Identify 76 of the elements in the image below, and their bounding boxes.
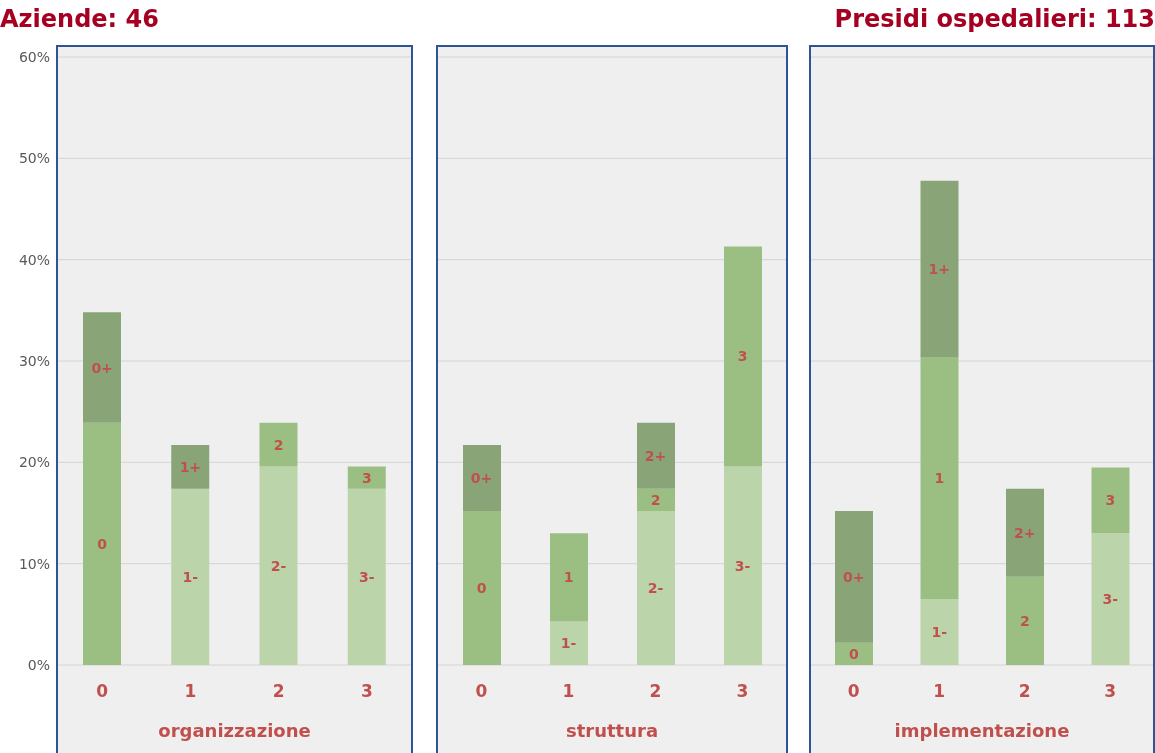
bar — [637, 422, 675, 489]
x-axis-title: implementazione — [894, 720, 1070, 741]
x-tick-label: 3 — [736, 681, 749, 702]
bar — [920, 599, 959, 665]
annotation: 3- — [734, 557, 751, 574]
y-tick-label: 0% — [27, 656, 50, 673]
annotation: 2- — [647, 579, 664, 596]
bar — [550, 621, 588, 665]
y-tick-label: 10% — [18, 555, 50, 572]
annotation: 1- — [560, 635, 577, 652]
y-tick-label: 40% — [18, 251, 50, 268]
x-tick-label: 3 — [360, 681, 373, 702]
x-tick-label: 0 — [847, 681, 860, 702]
annotation: 3 — [737, 348, 748, 365]
annotation: 0+ — [470, 470, 493, 487]
annotation: 2 — [273, 436, 284, 453]
x-tick-label: 2 — [649, 681, 662, 702]
annotation: 2 — [1019, 612, 1030, 629]
x-axis-title: struttura — [565, 720, 659, 741]
bar — [171, 445, 210, 489]
y-tick-label: 30% — [18, 352, 50, 369]
annotation: 1+ — [179, 458, 202, 475]
bar — [259, 466, 298, 665]
annotation: 0 — [848, 645, 859, 662]
annotation: 1- — [182, 568, 199, 585]
x-tick-label: 1 — [562, 681, 575, 702]
bar — [347, 488, 386, 665]
x-tick-label: 3 — [1104, 681, 1117, 702]
annotation: 2 — [650, 491, 661, 508]
x-tick-label: 2 — [272, 681, 285, 702]
x-axis-title: organizzazione — [158, 720, 311, 741]
bar — [550, 533, 588, 622]
bar — [920, 180, 959, 357]
x-tick-label: 1 — [184, 681, 197, 702]
y-tick-label: 50% — [18, 150, 50, 167]
bar — [463, 445, 501, 511]
bar — [463, 510, 501, 665]
x-tick-label: 0 — [475, 681, 488, 702]
bar — [83, 312, 121, 423]
bar — [1091, 467, 1130, 534]
annotation: 0+ — [91, 359, 113, 376]
annotation: 3- — [359, 568, 375, 585]
bar — [1006, 488, 1044, 577]
bar — [637, 488, 675, 511]
annotation: 0 — [476, 579, 487, 596]
x-tick-label: 0 — [96, 681, 109, 702]
chart-title: Aziende: 46 — [0, 5, 159, 33]
bar — [1091, 533, 1130, 665]
bar — [171, 488, 210, 665]
x-tick-label: 1 — [933, 681, 946, 702]
annotation: 0+ — [843, 568, 865, 585]
y-tick-label: 20% — [18, 454, 50, 471]
annotation: 2- — [270, 557, 287, 574]
annotation: 3- — [1102, 591, 1119, 608]
y-tick-label: 60% — [18, 48, 50, 65]
bar — [1006, 576, 1044, 665]
annotation: 1+ — [928, 260, 950, 277]
bar — [347, 466, 386, 489]
annotation: 0 — [97, 535, 108, 552]
annotation: 2+ — [1014, 524, 1036, 541]
annotation: 3 — [1105, 492, 1116, 509]
bar — [724, 466, 762, 665]
annotation: 3 — [362, 469, 372, 486]
chart-title: Presidi ospedalieri: 113 — [834, 5, 1155, 33]
annotation: 2+ — [644, 447, 667, 464]
bar — [835, 642, 873, 665]
bar — [724, 246, 762, 467]
annotation: 1 — [934, 470, 945, 487]
bar — [83, 422, 121, 665]
bar — [259, 422, 298, 467]
bar — [637, 510, 675, 665]
bar — [920, 356, 959, 600]
bar — [835, 510, 873, 643]
x-tick-label: 2 — [1018, 681, 1031, 702]
annotation: 1- — [931, 624, 948, 641]
annotation: 1 — [563, 569, 574, 586]
